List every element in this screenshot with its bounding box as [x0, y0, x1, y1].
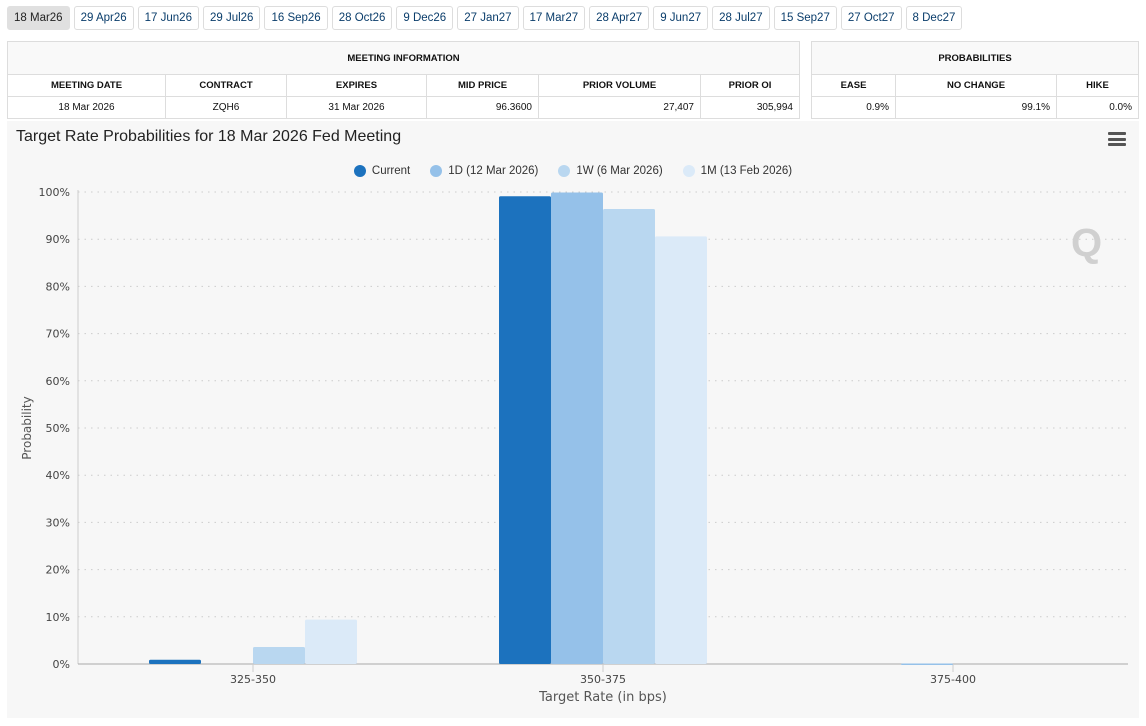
column-header: EXPIRES [286, 74, 427, 97]
legend-marker [558, 165, 571, 177]
y-tick-label: 0% [53, 658, 70, 671]
bar-1w-325-350 [253, 647, 305, 664]
x-tick-label: 350-375 [580, 673, 626, 686]
bar-current-350-375 [499, 196, 551, 665]
bar-current-325-350 [149, 659, 201, 664]
meeting-information-table: MEETING INFORMATION MEETING DATE CONTRAC… [7, 41, 800, 119]
probabilities-header: PROBABILITIES [811, 41, 1139, 75]
mid-price: 96.3600 [426, 96, 539, 119]
prior-oi: 305,994 [700, 96, 800, 119]
column-header: PRIOR VOLUME [538, 74, 701, 97]
meeting-date: 18 Mar 2026 [7, 96, 166, 119]
tab-28-apr27[interactable]: 28 Apr27 [589, 6, 650, 30]
column-header: PRIOR OI [700, 74, 800, 97]
column-header: CONTRACT [165, 74, 287, 97]
legend-label: 1M (13 Feb 2026) [700, 165, 793, 177]
legend-label: 1W (6 Mar 2026) [576, 165, 663, 177]
bar-1d-375-400 [901, 663, 953, 666]
bar-chart: 0% 10% 20% 30% 40% 50% 60% 70% 80% 90% 100% 325-350… [20, 186, 1128, 705]
tab-16-sep26[interactable]: 16 Sep26 [264, 6, 328, 30]
y-tick-label: 70% [46, 328, 70, 341]
bar-1w-350-375 [603, 208, 655, 664]
contract: ZQH6 [165, 96, 287, 119]
prior-volume: 27,407 [538, 96, 701, 119]
meeting-tabs: 18 Mar26 29 Apr26 17 Jun26 29 Jul26 16 Sep26… [7, 6, 963, 30]
legend-item[interactable]: 1M (13 Feb 2026) [682, 165, 793, 177]
bar-1m-325-350 [305, 619, 357, 664]
chart-legend: Current 1D (12 Mar 2026) 1W (6 Mar 2026) 1M… [7, 165, 1139, 177]
tab-8-dec27[interactable]: 8 Dec27 [905, 6, 963, 30]
chart-title: Target Rate Probabilities for 18 Mar 202… [16, 128, 402, 145]
tab-27-jan27[interactable]: 27 Jan27 [457, 6, 519, 30]
chart-container: 0% 10% 20% 30% 40% 50% 60% 70% 80% 90% 100% 325-350… [7, 121, 1139, 718]
legend-item[interactable]: Current [353, 165, 411, 177]
tab-17-jun26[interactable]: 17 Jun26 [137, 6, 199, 30]
legend-item[interactable]: 1W (6 Mar 2026) [558, 165, 663, 177]
y-tick-label: 50% [46, 422, 70, 435]
y-tick-label: 80% [46, 280, 70, 293]
y-tick-label: 30% [46, 516, 70, 529]
legend-label: Current [371, 165, 411, 177]
y-tick-label: 20% [46, 564, 70, 577]
legend-label: 1D (12 Mar 2026) [448, 165, 539, 177]
tab-27-oct27[interactable]: 27 Oct27 [840, 6, 902, 30]
y-tick-label: 100% [39, 186, 70, 199]
probabilities-table: PROBABILITIES EASE NO CHANGE HIKE 0.9% 9… [811, 41, 1139, 119]
column-header: HIKE [1056, 74, 1139, 97]
y-tick-label: 90% [46, 233, 70, 246]
tab-17-mar27[interactable]: 17 Mar27 [522, 6, 586, 30]
column-header: MEETING DATE [7, 74, 166, 97]
y-tick-label: 10% [46, 611, 70, 624]
y-tick-label: 40% [46, 469, 70, 482]
tab-9-dec26[interactable]: 9 Dec26 [396, 6, 454, 30]
expires: 31 Mar 2026 [286, 96, 427, 119]
x-tick-label: 325-350 [230, 673, 276, 686]
tab-29-jul26[interactable]: 29 Jul26 [202, 6, 261, 30]
x-axis-title: Target Rate (in bps) [538, 690, 667, 705]
x-tick-label: 375-400 [930, 673, 976, 686]
column-header: NO CHANGE [895, 74, 1057, 97]
ease-value: 0.9% [811, 96, 896, 119]
legend-item[interactable]: 1D (12 Mar 2026) [430, 165, 538, 177]
bar-1m-350-375 [655, 236, 707, 665]
tab-28-oct26[interactable]: 28 Oct26 [331, 6, 393, 30]
column-header: EASE [811, 74, 896, 97]
hike-value: 0.0% [1056, 96, 1139, 119]
tab-15-sep27[interactable]: 15 Sep27 [773, 6, 837, 30]
bar-1d-350-375 [551, 192, 603, 665]
tab-29-apr26[interactable]: 29 Apr26 [73, 6, 134, 30]
legend-marker [430, 165, 443, 177]
tab-28-jul27[interactable]: 28 Jul27 [712, 6, 770, 30]
legend-marker [353, 165, 366, 177]
meeting-information-header: MEETING INFORMATION [7, 41, 800, 75]
tab-18-mar26[interactable]: 18 Mar26 [7, 6, 70, 30]
legend-marker [682, 165, 695, 177]
column-header: MID PRICE [426, 74, 539, 97]
y-axis-title: Probability [20, 396, 34, 459]
tab-9-jun27[interactable]: 9 Jun27 [653, 6, 709, 30]
watermark-q: Q [1071, 221, 1102, 265]
hamburger-menu-icon[interactable] [1108, 132, 1126, 146]
no-change-value: 99.1% [895, 96, 1057, 119]
y-tick-label: 60% [46, 375, 70, 388]
